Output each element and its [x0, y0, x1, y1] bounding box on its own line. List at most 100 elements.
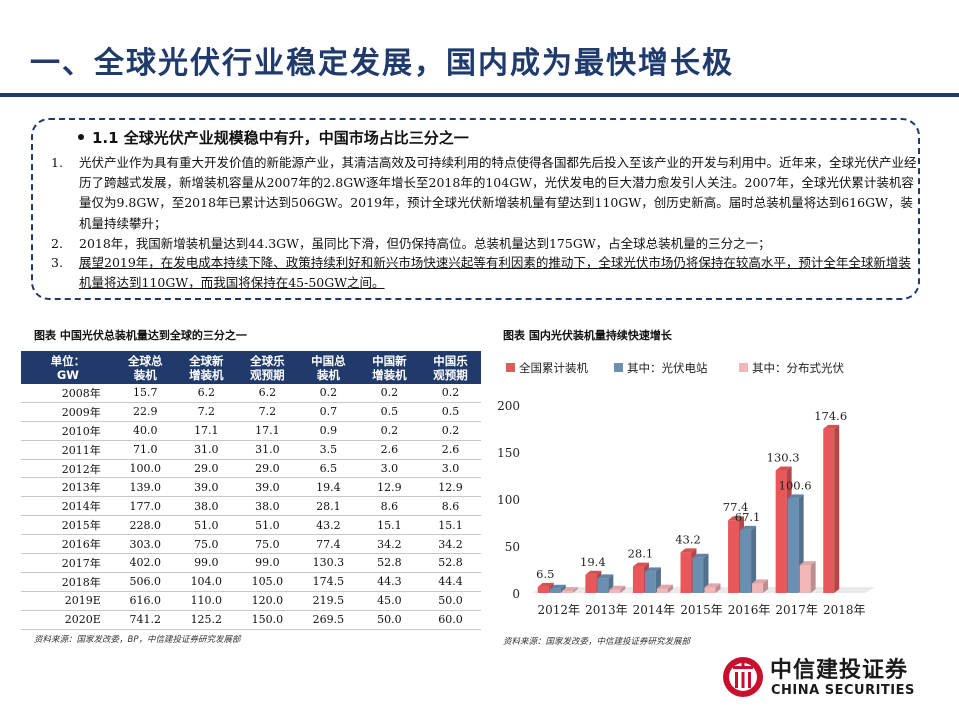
- table-cell: 39.0: [175, 477, 237, 498]
- bar-top: [692, 553, 709, 558]
- bar-side: [763, 579, 769, 593]
- table-row: 2014年 177.0 38.0 38.0 28.1 8.6 8.6: [21, 496, 481, 517]
- table-cell: 0.2: [297, 384, 359, 403]
- table-cell: 3.0: [419, 459, 481, 479]
- table-cell: 2020E: [21, 610, 115, 630]
- table-cell: 100.0: [114, 459, 176, 479]
- bar-top: [704, 583, 721, 588]
- bar: [561, 591, 573, 593]
- bar: [704, 587, 716, 593]
- title-divider: [0, 93, 959, 97]
- summary-box: 1.1 全球光伏产业规模稳中有升，中国市场占比三分之一 1. 光伏产业作为具有重…: [31, 118, 920, 300]
- bar: [775, 470, 787, 593]
- table-cell: 105.0: [236, 572, 298, 592]
- bar-top: [752, 579, 769, 584]
- data-label: 6.5: [536, 567, 554, 581]
- x-tick-label: 2016年: [728, 603, 771, 617]
- bar-side: [715, 583, 721, 593]
- table-row: 2016年 303.0 75.0 75.0 77.4 34.2 34.2: [21, 534, 481, 555]
- table-cell: 2012年: [21, 459, 115, 479]
- table-cell: 2014年: [21, 496, 115, 517]
- paragraph-text: 展望2019年，在发电成本持续下降、政策持续利好和新兴市场快速兴起等有利因素的推…: [79, 255, 911, 291]
- bar-side: [667, 584, 673, 593]
- x-tick-label: 2014年: [633, 603, 676, 617]
- summary-heading-text: 1.1 全球光伏产业规模稳中有升，中国市场占比三分之一: [92, 129, 469, 147]
- table-cell: 6.2: [175, 384, 237, 403]
- legend-swatch: [614, 363, 623, 372]
- table-cell: 31.0: [236, 440, 298, 460]
- table-row: 2018年 506.0 104.0 105.0 174.5 44.3 44.4: [21, 572, 481, 592]
- table-cell: 28.1: [297, 496, 359, 517]
- table-row: 2011年 71.0 31.0 31.0 3.5 2.6 2.6: [21, 440, 481, 460]
- table-cell: 219.5: [297, 591, 359, 611]
- table-cell: 6.2: [236, 384, 298, 403]
- bar: [632, 566, 644, 593]
- bar-top: [787, 494, 804, 499]
- table-cell: 139.0: [114, 477, 176, 498]
- table-cell: 130.3: [297, 553, 359, 573]
- table-cell: 6.5: [297, 459, 359, 479]
- table-cell: 99.0: [175, 553, 237, 573]
- bar-top: [823, 424, 840, 429]
- table-cell: 12.9: [419, 477, 481, 498]
- table-cell: 104.0: [175, 572, 237, 592]
- bar-top: [775, 466, 792, 471]
- table-cell: 50.0: [358, 610, 420, 630]
- table-cell: 7.2: [175, 402, 237, 422]
- table-row: 2013年 139.0 39.0 39.0 19.4 12.9 12.9: [21, 477, 481, 498]
- table-header-cell: 全球乐 观预期: [236, 351, 298, 384]
- bar-top: [585, 570, 602, 575]
- logo-english-name: CHINA SECURITIES: [771, 683, 915, 698]
- legend-swatch: [739, 363, 748, 372]
- table-cell: 2016年: [21, 534, 115, 555]
- table-cell: 2011年: [21, 440, 115, 460]
- bar-side: [620, 585, 626, 593]
- paragraph-text: 2018年，我国新增装机量达到44.3GW，虽同比下滑，但仍保持高位。总装机量达…: [79, 236, 771, 251]
- bar: [549, 588, 561, 593]
- bar: [644, 571, 656, 593]
- bar: [799, 565, 811, 593]
- table-cell: 2.6: [358, 440, 420, 460]
- data-label: 77.4: [723, 500, 749, 514]
- bar-top: [644, 567, 661, 572]
- table-header-cell: 中国总 装机: [297, 351, 359, 384]
- table-cell: 8.6: [358, 496, 420, 517]
- table-cell: 75.0: [175, 534, 237, 555]
- table-cell: 2013年: [21, 477, 115, 498]
- table-row: 2015年 228.0 51.0 51.0 43.2 15.1 15.1: [21, 515, 481, 536]
- table-cell: 19.4: [297, 477, 359, 498]
- table-cell: 2015年: [21, 515, 115, 536]
- bar: [537, 586, 549, 593]
- table-cell: 15.1: [419, 515, 481, 536]
- bar: [692, 557, 704, 593]
- legend-label: 其中：光伏电站: [627, 361, 708, 375]
- table-cell: 52.8: [419, 553, 481, 573]
- table-cell: 2009年: [21, 402, 115, 422]
- table-cell: 31.0: [175, 440, 237, 460]
- table-cell: 43.2: [297, 515, 359, 536]
- table-cell: 60.0: [419, 610, 481, 630]
- table-cell: 44.3: [358, 572, 420, 592]
- table-cell: 269.5: [297, 610, 359, 630]
- bar: [656, 588, 668, 593]
- table-cell: 51.0: [175, 515, 237, 536]
- data-label: 174.6: [814, 409, 847, 423]
- table-cell: 12.9: [358, 477, 420, 498]
- bar-top: [632, 562, 649, 567]
- table-cell: 177.0: [114, 496, 176, 517]
- table-cell: 29.0: [236, 459, 298, 479]
- bar: [597, 578, 609, 593]
- data-label: 130.3: [767, 451, 800, 465]
- y-tick-label: 100: [497, 493, 520, 507]
- table-cell: 51.0: [236, 515, 298, 536]
- table-cell: 3.5: [297, 440, 359, 460]
- table-cell: 2.6: [419, 440, 481, 460]
- table-row: 2012年 100.0 29.0 29.0 6.5 3.0 3.0: [21, 459, 481, 479]
- table-cell: 616.0: [114, 591, 176, 611]
- table-cell: 3.0: [358, 459, 420, 479]
- table-cell: 174.5: [297, 572, 359, 592]
- table-cell: 0.2: [358, 421, 420, 441]
- table-cell: 8.6: [419, 496, 481, 517]
- table-cell: 0.2: [358, 384, 420, 403]
- table-cell: 29.0: [175, 459, 237, 479]
